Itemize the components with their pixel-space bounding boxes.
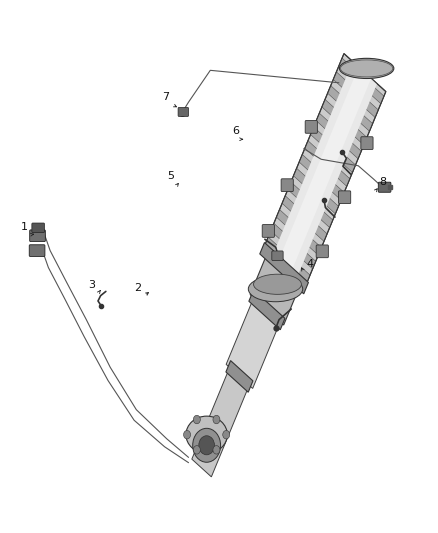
FancyBboxPatch shape xyxy=(281,179,293,191)
FancyBboxPatch shape xyxy=(316,245,328,257)
Polygon shape xyxy=(328,86,373,131)
FancyBboxPatch shape xyxy=(378,182,391,192)
Text: 7: 7 xyxy=(162,92,170,102)
Polygon shape xyxy=(250,253,301,325)
Polygon shape xyxy=(192,368,249,477)
Polygon shape xyxy=(260,243,308,294)
Polygon shape xyxy=(305,141,350,187)
Polygon shape xyxy=(311,127,356,173)
Polygon shape xyxy=(288,182,333,228)
FancyBboxPatch shape xyxy=(30,230,46,241)
Text: 6: 6 xyxy=(232,126,239,136)
Polygon shape xyxy=(278,67,371,274)
Polygon shape xyxy=(272,61,377,279)
Polygon shape xyxy=(299,155,344,200)
Text: 3: 3 xyxy=(88,280,95,290)
Circle shape xyxy=(193,429,221,462)
Ellipse shape xyxy=(186,416,227,453)
FancyBboxPatch shape xyxy=(361,137,373,149)
FancyBboxPatch shape xyxy=(272,251,283,261)
Polygon shape xyxy=(226,298,280,389)
Polygon shape xyxy=(276,209,321,255)
Polygon shape xyxy=(282,196,327,241)
Polygon shape xyxy=(226,361,253,392)
FancyBboxPatch shape xyxy=(32,223,45,232)
Circle shape xyxy=(213,415,220,424)
Polygon shape xyxy=(316,113,361,159)
Polygon shape xyxy=(322,99,367,145)
Polygon shape xyxy=(333,72,378,117)
Polygon shape xyxy=(293,168,339,214)
Circle shape xyxy=(199,436,215,455)
Polygon shape xyxy=(339,58,384,104)
Circle shape xyxy=(184,431,191,439)
Ellipse shape xyxy=(248,276,303,302)
Polygon shape xyxy=(263,53,386,287)
Text: 1: 1 xyxy=(21,222,28,232)
FancyBboxPatch shape xyxy=(262,224,274,237)
Circle shape xyxy=(193,446,200,454)
Circle shape xyxy=(223,431,230,439)
Polygon shape xyxy=(249,290,285,330)
Polygon shape xyxy=(265,237,310,282)
Circle shape xyxy=(213,446,220,454)
Polygon shape xyxy=(271,223,316,269)
Circle shape xyxy=(193,415,200,424)
Ellipse shape xyxy=(254,274,301,294)
Text: 5: 5 xyxy=(168,172,175,181)
Text: 8: 8 xyxy=(379,176,387,187)
FancyBboxPatch shape xyxy=(339,191,351,204)
FancyBboxPatch shape xyxy=(178,108,188,116)
Text: 2: 2 xyxy=(134,282,141,293)
Ellipse shape xyxy=(339,58,394,78)
FancyBboxPatch shape xyxy=(29,245,45,256)
FancyBboxPatch shape xyxy=(305,120,318,133)
Text: 4: 4 xyxy=(307,259,314,269)
